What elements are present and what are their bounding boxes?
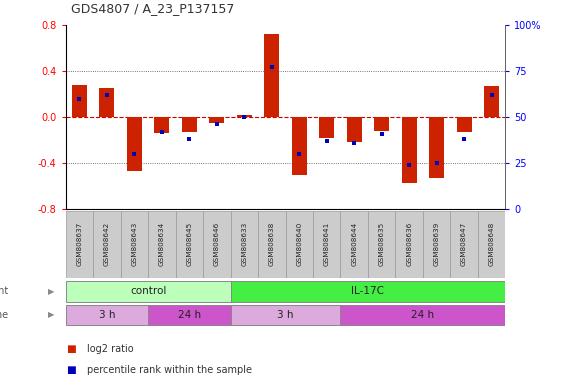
Text: GSM808645: GSM808645: [186, 221, 192, 266]
FancyBboxPatch shape: [231, 305, 340, 325]
Text: 3 h: 3 h: [278, 310, 293, 320]
FancyBboxPatch shape: [231, 281, 505, 302]
Text: ▶: ▶: [48, 310, 55, 319]
Text: GSM808633: GSM808633: [242, 221, 247, 266]
Text: 24 h: 24 h: [411, 310, 435, 320]
Bar: [457, 117, 472, 132]
Text: GSM808638: GSM808638: [269, 221, 275, 266]
Bar: [237, 115, 252, 117]
Bar: [401, 117, 417, 183]
Text: IL-17C: IL-17C: [351, 286, 384, 296]
Text: GSM808648: GSM808648: [489, 221, 494, 266]
Bar: [484, 86, 499, 117]
FancyBboxPatch shape: [203, 211, 231, 278]
Bar: [99, 88, 114, 117]
Bar: [182, 117, 197, 132]
FancyBboxPatch shape: [66, 211, 93, 278]
FancyBboxPatch shape: [231, 211, 258, 278]
Text: GSM808640: GSM808640: [296, 221, 302, 266]
Bar: [347, 117, 362, 142]
Bar: [264, 34, 279, 117]
FancyBboxPatch shape: [93, 211, 120, 278]
Text: ■: ■: [66, 365, 75, 375]
Text: GSM808634: GSM808634: [159, 221, 165, 266]
FancyBboxPatch shape: [176, 211, 203, 278]
FancyBboxPatch shape: [286, 211, 313, 278]
Text: 3 h: 3 h: [99, 310, 115, 320]
Bar: [292, 117, 307, 175]
Text: GSM808636: GSM808636: [406, 221, 412, 266]
Text: GSM808642: GSM808642: [104, 221, 110, 266]
Bar: [209, 117, 224, 123]
Text: GSM808639: GSM808639: [433, 221, 440, 266]
FancyBboxPatch shape: [148, 211, 176, 278]
FancyBboxPatch shape: [120, 211, 148, 278]
FancyBboxPatch shape: [148, 305, 231, 325]
FancyBboxPatch shape: [340, 305, 505, 325]
FancyBboxPatch shape: [395, 211, 423, 278]
Text: ▶: ▶: [48, 287, 55, 296]
Text: log2 ratio: log2 ratio: [87, 344, 134, 354]
Text: GSM808646: GSM808646: [214, 221, 220, 266]
Text: GSM808637: GSM808637: [77, 221, 82, 266]
Text: GDS4807 / A_23_P137157: GDS4807 / A_23_P137157: [71, 2, 235, 15]
Bar: [429, 117, 444, 178]
Bar: [374, 117, 389, 131]
FancyBboxPatch shape: [451, 211, 478, 278]
Text: percentile rank within the sample: percentile rank within the sample: [87, 365, 252, 375]
FancyBboxPatch shape: [66, 281, 231, 302]
Text: 24 h: 24 h: [178, 310, 201, 320]
Text: GSM808647: GSM808647: [461, 221, 467, 266]
FancyBboxPatch shape: [340, 211, 368, 278]
Bar: [72, 85, 87, 117]
Text: GSM808643: GSM808643: [131, 221, 138, 266]
FancyBboxPatch shape: [258, 211, 286, 278]
FancyBboxPatch shape: [423, 211, 451, 278]
Text: GSM808635: GSM808635: [379, 221, 385, 266]
Bar: [127, 117, 142, 171]
Bar: [154, 117, 170, 133]
Text: GSM808644: GSM808644: [351, 221, 357, 266]
Text: agent: agent: [0, 286, 9, 296]
Text: control: control: [130, 286, 166, 296]
Bar: [319, 117, 334, 138]
FancyBboxPatch shape: [478, 211, 505, 278]
FancyBboxPatch shape: [313, 211, 340, 278]
FancyBboxPatch shape: [368, 211, 395, 278]
Text: GSM808641: GSM808641: [324, 221, 329, 266]
Text: ■: ■: [66, 344, 75, 354]
FancyBboxPatch shape: [66, 305, 148, 325]
Text: time: time: [0, 310, 9, 320]
